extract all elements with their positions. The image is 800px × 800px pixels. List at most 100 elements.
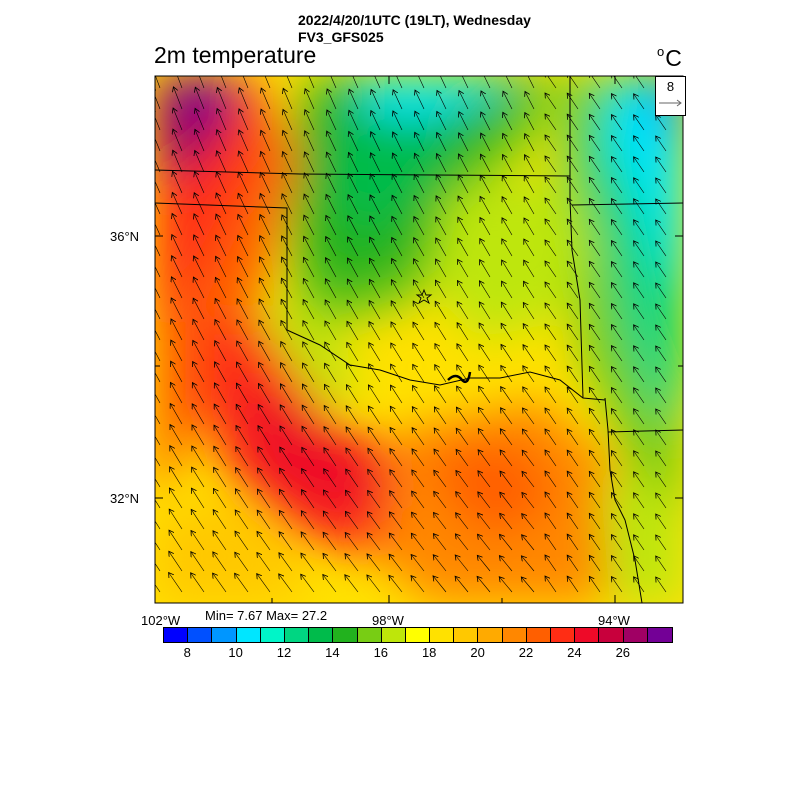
wind-arrow (193, 340, 205, 362)
wind-arrow (611, 115, 623, 131)
wind-arrow (236, 447, 249, 467)
wind-arrow (215, 362, 227, 383)
wind-arrow (414, 196, 425, 215)
wind-arrow (634, 94, 645, 110)
wind-arrow (213, 510, 227, 530)
wind-arrow (171, 298, 183, 320)
wind-arrow (656, 283, 667, 299)
wind-arrow (391, 364, 403, 383)
wind-arrow (327, 152, 337, 173)
wind-arrow (264, 76, 271, 89)
wind-arrow (461, 76, 469, 89)
wind-arrow (634, 472, 645, 488)
map-title: 2m temperature (154, 42, 317, 68)
wind-arrow (457, 365, 469, 383)
wind-arrow (567, 492, 579, 509)
min-max-stats: Min= 7.67 Max= 27.2 (205, 608, 328, 623)
wind-arrow (656, 577, 667, 593)
wind-arrow (477, 555, 491, 572)
wind-arrow (371, 111, 381, 131)
map-frame (154, 75, 684, 604)
wind-arrow (523, 303, 535, 320)
wind-arrow (393, 153, 403, 173)
wind-arrow (279, 553, 293, 572)
wind-arrow (525, 113, 535, 131)
wind-arrow (458, 238, 469, 257)
wind-arrow (192, 446, 205, 467)
lat-label-32n: 32°N (110, 491, 139, 506)
colorbar-box (260, 628, 285, 642)
wind-arrow (611, 325, 623, 341)
wind-arrow (304, 257, 315, 278)
wind-arrow (237, 341, 249, 362)
colorbar-box (647, 628, 672, 642)
wind-arrow (155, 414, 161, 425)
wind-arrow (283, 110, 293, 131)
wind-arrow (502, 197, 513, 215)
wind-arrow (567, 198, 579, 215)
wind-arrow (323, 553, 337, 572)
wind-arrow (656, 199, 667, 215)
wind-arrow (483, 76, 491, 89)
wind-arrow (523, 324, 535, 341)
wind-arrow (545, 198, 557, 215)
wind-arrow (589, 93, 601, 110)
wind-arrow (656, 136, 667, 152)
wind-arrow (567, 345, 579, 362)
wind-arrow (456, 449, 469, 467)
wind-arrow (325, 300, 337, 320)
wind-arrow (352, 76, 359, 89)
wind-arrow (257, 510, 271, 530)
wind-arrow (413, 343, 425, 362)
wind-arrow (260, 194, 271, 215)
wind-arrow (257, 531, 271, 551)
wind-arrow (302, 490, 315, 509)
wind-arrow (567, 576, 579, 593)
wind-arrow (499, 577, 513, 593)
wind-arrow (522, 471, 535, 488)
wind-arrow (170, 404, 183, 425)
wind-arrow (589, 76, 601, 89)
wind-arrow (567, 450, 579, 467)
wind-arrow (260, 236, 271, 257)
wind-arrow (171, 319, 183, 341)
wind-arrow (169, 530, 183, 551)
wind-arrow (279, 532, 293, 551)
wind-arrow (392, 259, 403, 278)
wind-arrow (656, 220, 667, 236)
wind-arrow (545, 492, 557, 509)
temperature-field (155, 76, 683, 603)
wind-arrow (349, 89, 359, 110)
wind-arrow (215, 277, 227, 299)
wind-arrow (437, 154, 447, 173)
wind-arrow (589, 555, 601, 572)
wind-arrow (589, 345, 601, 362)
wind-arrow (412, 491, 425, 509)
wind-arrow (545, 555, 557, 572)
wind-arrow (481, 133, 491, 152)
wind-arrow (155, 108, 161, 131)
vector-key-value: 8 (666, 79, 675, 94)
wind-arrow (656, 514, 667, 530)
wind-arrow (282, 194, 293, 215)
wind-arrow (171, 340, 183, 362)
wind-arrow (611, 493, 623, 509)
wind-arrow (611, 220, 623, 236)
wind-arrow (456, 513, 469, 530)
wind-arrow (611, 577, 623, 593)
colorbar-box (478, 628, 503, 642)
wind-arrow (434, 513, 447, 530)
wind-arrow (459, 154, 469, 173)
wind-arrow (501, 302, 513, 320)
lake-texoma (447, 371, 472, 383)
wind-arrow (434, 407, 447, 425)
wind-arrow (634, 556, 645, 572)
axis-ticks (155, 76, 683, 603)
wind-arrow (589, 366, 601, 383)
wind-arrow (525, 92, 535, 110)
wind-arrow (279, 489, 293, 509)
wind-arrow (634, 535, 645, 551)
wind-arrow (392, 238, 403, 257)
wind-arrow (434, 470, 447, 488)
wind-arrow (155, 372, 161, 383)
